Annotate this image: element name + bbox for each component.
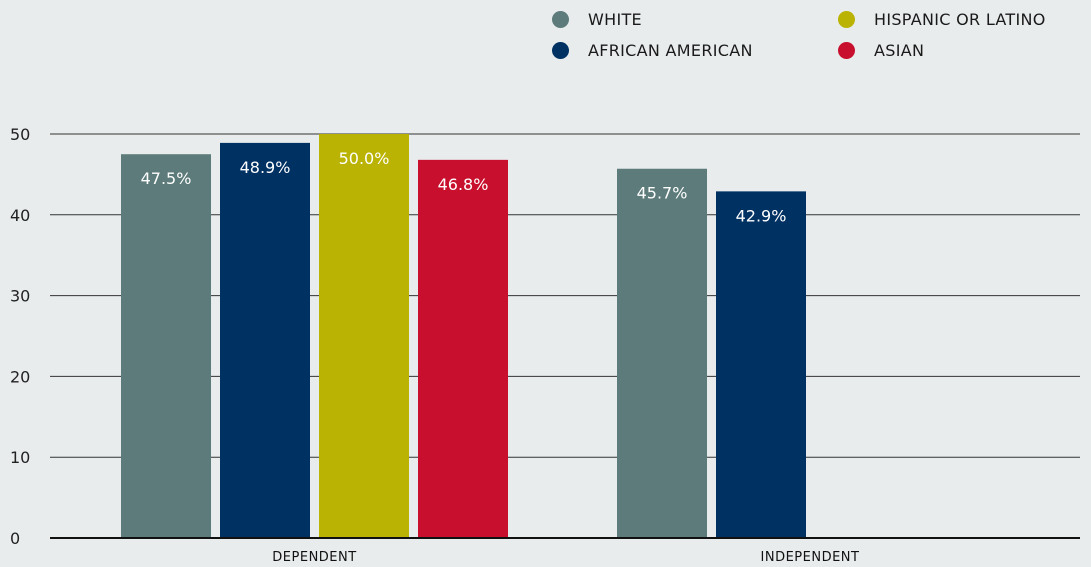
bar-dependent-african-american: [220, 142, 310, 538]
bars: 47.5% 48.9% 50.0% 46.8% 45.7% 42.9%: [121, 134, 806, 539]
legend-swatch-hispanic-or-latino: [838, 10, 855, 28]
bar-value-label: 47.5%: [141, 169, 192, 188]
bar-value-label: 42.9%: [736, 206, 787, 225]
x-category-label: DEPENDENT: [272, 550, 356, 565]
y-tick-label: 10: [10, 448, 30, 467]
legend-item-white: WHITE: [552, 6, 642, 32]
y-tick-label: 40: [10, 206, 30, 225]
y-tick-label: 0: [10, 529, 20, 548]
bar-dependent-hispanic-or-latino: [319, 134, 409, 538]
bar-value-label: 46.8%: [438, 175, 489, 194]
bar-independent-white: [617, 168, 707, 538]
legend-label-hispanic-or-latino: HISPANIC OR LATINO: [874, 9, 1046, 29]
y-tick-label: 30: [10, 287, 30, 306]
y-tick-label: 50: [10, 125, 30, 144]
bar-dependent-asian: [418, 159, 508, 538]
axes: 0 10 20 30 40 50 DEPENDENT INDEPENDENT: [10, 125, 1080, 565]
legend-swatch-white: [552, 10, 569, 28]
bar-independent-african-american: [716, 191, 806, 539]
legend-label-asian: ASIAN: [874, 40, 925, 60]
legend-label-white: WHITE: [588, 9, 642, 29]
bar-value-label: 50.0%: [339, 149, 390, 168]
y-tick-label: 20: [10, 367, 30, 386]
chart-legend: WHITE AFRICAN AMERICAN HISPANIC OR LATIN…: [552, 6, 1082, 66]
bar-value-label: 45.7%: [637, 184, 688, 203]
legend-item-african-american: AFRICAN AMERICAN: [552, 37, 753, 63]
legend-label-african-american: AFRICAN AMERICAN: [588, 40, 753, 60]
legend-item-hispanic-or-latino: HISPANIC OR LATINO: [838, 6, 1046, 32]
bar-dependent-white: [121, 154, 211, 538]
x-category-label: INDEPENDENT: [761, 550, 860, 565]
legend-swatch-asian: [838, 41, 855, 59]
legend-swatch-african-american: [552, 41, 569, 59]
bar-value-label: 48.9%: [240, 158, 291, 177]
legend-item-asian: ASIAN: [838, 37, 924, 63]
